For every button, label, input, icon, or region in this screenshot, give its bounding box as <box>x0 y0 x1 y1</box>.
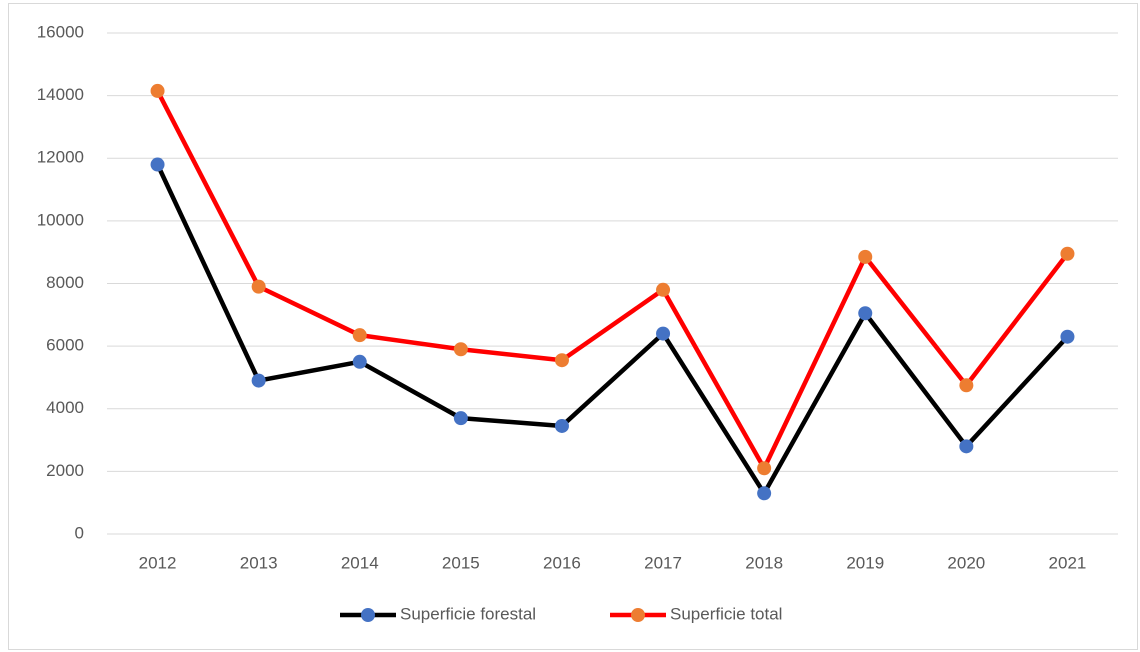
data-point <box>554 418 569 433</box>
y-tick-label: 10000 <box>37 210 84 229</box>
data-point <box>656 282 671 297</box>
series-line <box>155 89 1070 471</box>
y-tick-label: 6000 <box>46 336 84 355</box>
data-point <box>656 326 671 341</box>
data-point <box>352 328 367 343</box>
data-point <box>959 439 974 454</box>
data-point <box>554 353 569 368</box>
x-tick-label: 2020 <box>947 553 985 572</box>
x-tick-label: 2014 <box>341 553 379 572</box>
x-tick-label: 2016 <box>543 553 581 572</box>
data-point <box>1060 329 1075 344</box>
y-tick-label: 8000 <box>46 273 84 292</box>
x-tick-label: 2015 <box>442 553 480 572</box>
y-tick-label: 2000 <box>46 461 84 480</box>
data-point <box>757 486 772 501</box>
x-tick-label: 2021 <box>1049 553 1087 572</box>
data-point <box>251 373 266 388</box>
y-tick-label: 12000 <box>37 148 84 167</box>
data-point <box>251 279 266 294</box>
data-point <box>858 249 873 264</box>
legend-label: Superficie total <box>670 604 782 623</box>
legend-marker <box>631 608 645 622</box>
y-tick-label: 0 <box>75 523 84 542</box>
data-point <box>150 157 165 172</box>
chart-frame <box>8 3 1138 650</box>
x-tick-label: 2013 <box>240 553 278 572</box>
y-tick-label: 4000 <box>46 398 84 417</box>
y-tick-label: 14000 <box>37 85 84 104</box>
series-line <box>155 163 1070 496</box>
y-tick-label: 16000 <box>37 22 84 41</box>
data-point <box>959 378 974 393</box>
data-point <box>757 461 772 476</box>
x-tick-label: 2019 <box>846 553 884 572</box>
legend-marker <box>361 608 375 622</box>
x-tick-label: 2018 <box>745 553 783 572</box>
data-point <box>453 342 468 357</box>
legend-label: Superficie forestal <box>400 604 536 623</box>
data-point <box>1060 246 1075 261</box>
data-point <box>352 354 367 369</box>
data-point <box>453 411 468 426</box>
data-point <box>858 306 873 321</box>
x-tick-label: 2012 <box>139 553 177 572</box>
data-point <box>150 83 165 98</box>
x-tick-label: 2017 <box>644 553 682 572</box>
